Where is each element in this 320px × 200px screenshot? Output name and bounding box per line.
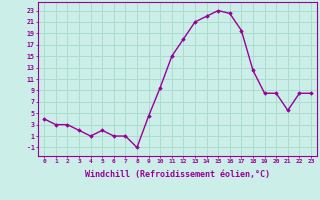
X-axis label: Windchill (Refroidissement éolien,°C): Windchill (Refroidissement éolien,°C) (85, 170, 270, 179)
